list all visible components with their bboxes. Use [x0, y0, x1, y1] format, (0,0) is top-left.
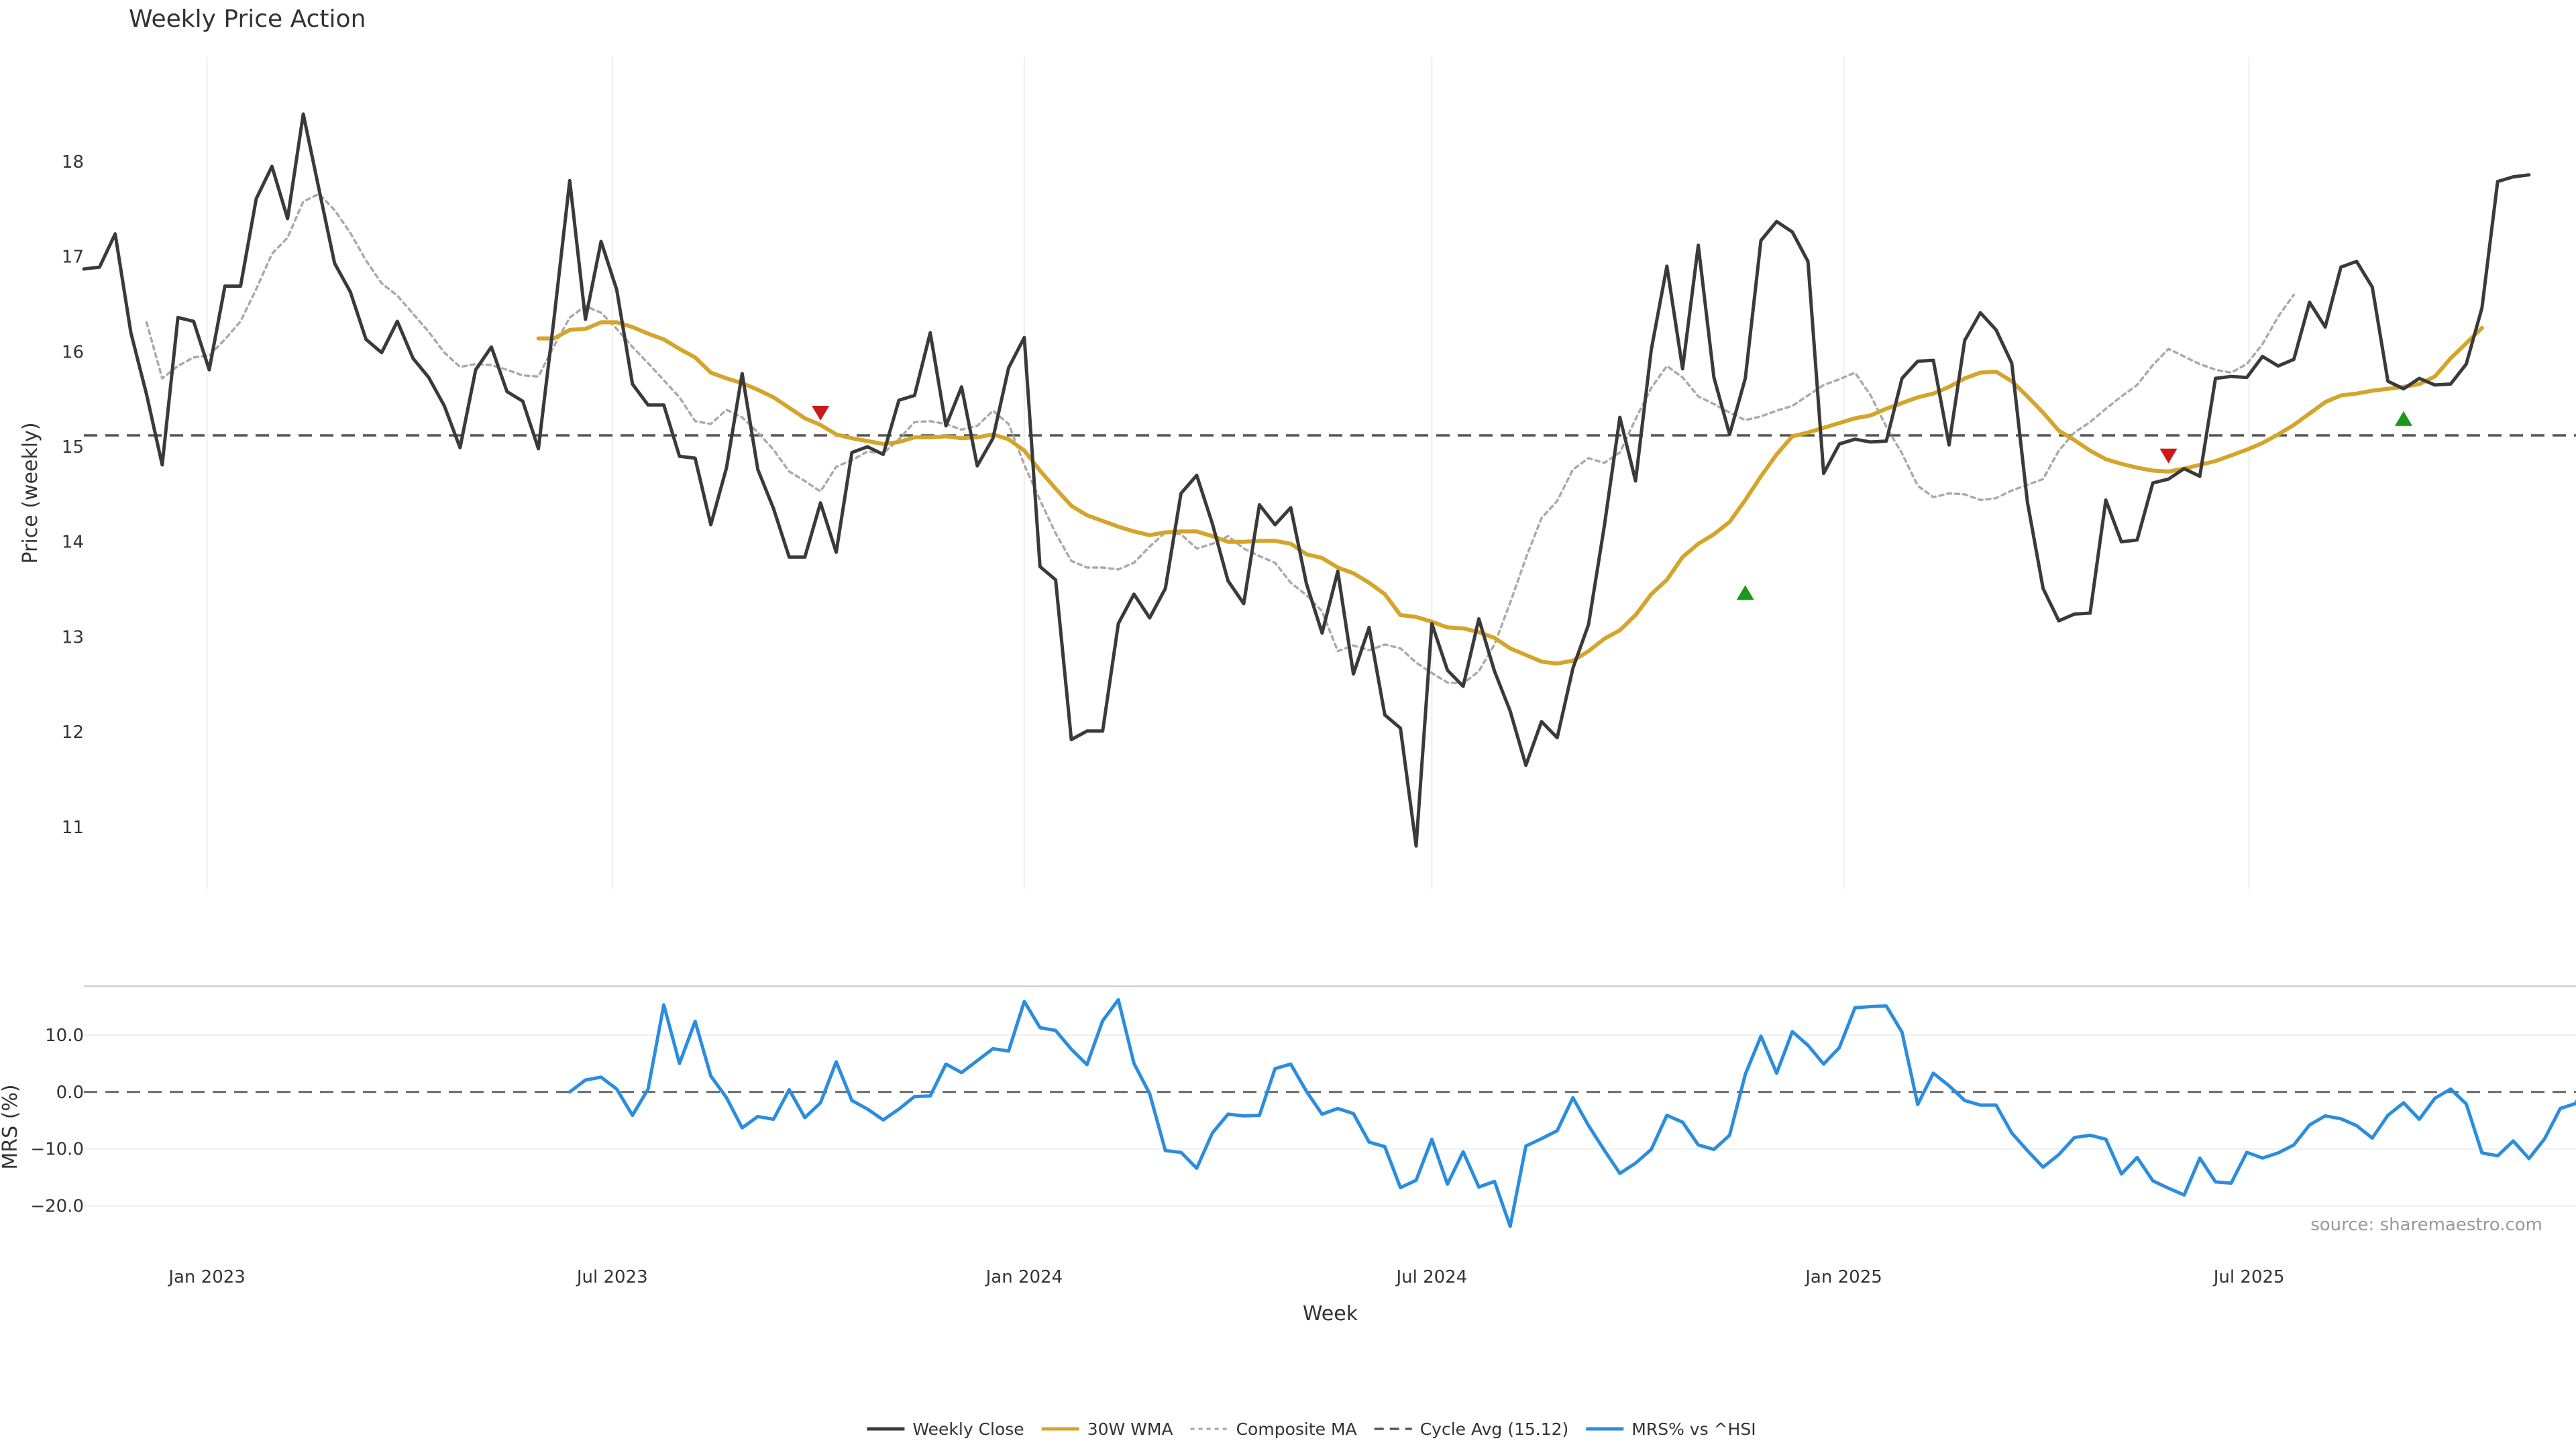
price-y-tick-label: 16 — [62, 342, 84, 362]
legend-label: 30W WMA — [1087, 1419, 1173, 1439]
x-tick-label: Jan 2023 — [167, 1267, 246, 1287]
mrs-y-tick-label: 0.0 — [56, 1083, 84, 1103]
chart-title: Weekly Price Action — [129, 5, 366, 33]
x-tick-label: Jan 2024 — [985, 1267, 1063, 1287]
mrs-y-tick-label: 10.0 — [45, 1026, 84, 1046]
mrs-y-tick-label: −20.0 — [30, 1197, 84, 1217]
price-y-tick-label: 11 — [62, 818, 84, 838]
signal-markers — [812, 406, 2412, 600]
legend-item: Weekly Close — [867, 1419, 1024, 1439]
sell-signal-marker — [812, 406, 830, 421]
x-tick-label: Jul 2023 — [576, 1267, 648, 1287]
price-series — [82, 112, 2576, 848]
wma-30w-line — [536, 320, 2484, 666]
legend-item: Cycle Avg (15.12) — [1374, 1419, 1569, 1439]
price-panel: 11 12 13 14 15 16 17 18 Price (weekly) — [19, 57, 2576, 889]
x-axis-ticks: Jan 2023 Jul 2023 Jan 2024 Jul 2024 Jan 2025… — [167, 1267, 2284, 1287]
x-axis-label: Week — [1303, 1302, 1358, 1326]
price-y-tick-label: 18 — [62, 152, 84, 172]
source-note: source: sharemaestro.com — [2310, 1215, 2542, 1235]
price-y-tick-label: 12 — [62, 722, 84, 743]
price-gridlines — [206, 57, 2250, 889]
composite-ma-line — [145, 193, 2296, 685]
mrs-y-ticks: −20.0 −10.0 0.0 10.0 — [30, 1026, 84, 1217]
mrs-y-axis-label: MRS (%) — [0, 1084, 22, 1169]
price-y-tick-label: 15 — [62, 437, 84, 458]
legend-item: 30W WMA — [1041, 1419, 1173, 1439]
price-y-tick-label: 14 — [62, 533, 84, 553]
buy-signal-marker — [2394, 411, 2412, 426]
legend-label: Composite MA — [1236, 1419, 1357, 1439]
x-tick-label: Jan 2025 — [1804, 1267, 1882, 1287]
legend-item: Composite MA — [1190, 1419, 1357, 1439]
legend-item: MRS% vs ^HSI — [1586, 1419, 1756, 1439]
mrs-panel: −20.0 −10.0 0.0 10.0 MRS (%) source: sharem… — [0, 998, 2576, 1235]
price-y-tick-label: 13 — [62, 627, 84, 647]
mrs-line — [568, 998, 2576, 1228]
price-y-tick-label: 17 — [62, 248, 84, 268]
legend-label: MRS% vs ^HSI — [1631, 1419, 1756, 1439]
mrs-y-tick-label: −10.0 — [30, 1140, 84, 1160]
weekly-close-line — [82, 112, 2531, 848]
legend: Weekly Close 30W WMA Composite MA Cycle Avg… — [867, 1419, 1756, 1439]
mrs-series — [568, 998, 2576, 1228]
price-y-axis-label: Price (weekly) — [19, 422, 42, 564]
sell-signal-marker — [2159, 448, 2178, 464]
price-y-ticks: 11 12 13 14 15 16 17 18 — [62, 152, 84, 838]
legend-label: Cycle Avg (15.12) — [1420, 1419, 1569, 1439]
mrs-gridlines — [84, 1034, 2576, 1207]
x-tick-label: Jul 2024 — [1395, 1267, 1467, 1287]
x-tick-label: Jul 2025 — [2212, 1267, 2285, 1287]
legend-label: Weekly Close — [912, 1419, 1024, 1439]
buy-signal-marker — [1736, 585, 1754, 600]
